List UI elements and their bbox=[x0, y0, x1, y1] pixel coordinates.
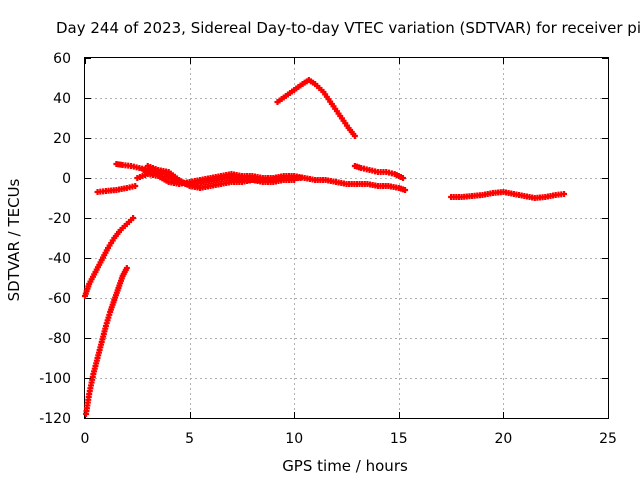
x-axis-ticks: 0 5 10 15 20 25 bbox=[81, 58, 617, 447]
x-tick-label: 15 bbox=[390, 431, 408, 447]
data-point bbox=[399, 175, 406, 181]
data-point bbox=[291, 177, 298, 183]
data-points bbox=[82, 77, 568, 417]
plot-frame bbox=[84, 57, 609, 419]
y-tick-label: 60 bbox=[53, 51, 71, 67]
y-axis-label: SDTVAR / TECUs bbox=[5, 178, 23, 301]
x-tick-label: 25 bbox=[599, 431, 617, 447]
x-axis-label: GPS time / hours bbox=[282, 457, 408, 475]
data-point bbox=[561, 191, 568, 197]
x-tick-label: 20 bbox=[494, 431, 512, 447]
y-tick-label: -120 bbox=[39, 411, 71, 427]
series-arc-near-zero-c bbox=[144, 163, 298, 191]
data-point bbox=[351, 133, 358, 139]
series-arc-hump bbox=[274, 77, 358, 139]
data-point bbox=[123, 265, 130, 271]
data-point bbox=[130, 215, 137, 221]
gridlines bbox=[85, 58, 608, 418]
x-tick-label: 10 bbox=[285, 431, 303, 447]
y-axis-ticks: -120 -100 -80 -60 -40 -20 0 20 40 60 bbox=[39, 51, 608, 427]
y-tick-label: 40 bbox=[53, 91, 71, 107]
y-tick-label: -80 bbox=[48, 331, 71, 347]
y-tick-label: -60 bbox=[48, 291, 71, 307]
series-arc-low-shallow bbox=[82, 215, 137, 299]
y-tick-label: -100 bbox=[39, 371, 71, 387]
series-arc-plus5 bbox=[351, 163, 406, 181]
x-tick-label: 5 bbox=[185, 431, 194, 447]
data-point bbox=[402, 187, 409, 193]
y-tick-label: 20 bbox=[53, 131, 71, 147]
series-arc-low-steep bbox=[83, 265, 130, 417]
y-tick-label: 0 bbox=[62, 171, 71, 187]
y-tick-label: -20 bbox=[48, 211, 71, 227]
series-arc-minus7 bbox=[94, 183, 139, 195]
series-arc-minus8 bbox=[448, 189, 568, 201]
data-point bbox=[132, 183, 139, 189]
x-tick-label: 0 bbox=[81, 431, 90, 447]
chart-title: Day 244 of 2023, Sidereal Day-to-day VTE… bbox=[56, 19, 640, 37]
y-tick-label: -40 bbox=[48, 251, 71, 267]
data-point bbox=[297, 175, 304, 181]
